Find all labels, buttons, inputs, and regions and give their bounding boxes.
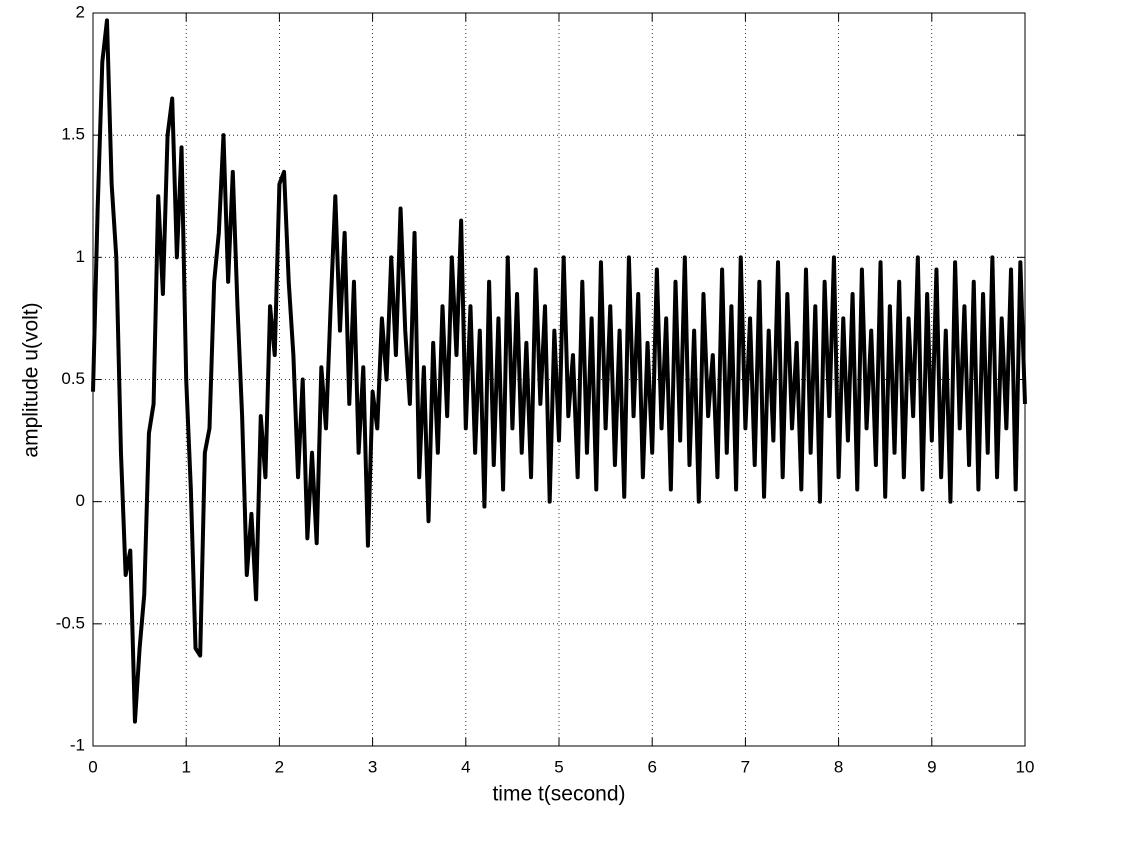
x-tick-label: 9 <box>927 757 936 776</box>
y-tick-label: 0 <box>76 491 85 510</box>
x-tick-label: 0 <box>88 757 97 776</box>
y-tick-label: 1 <box>76 247 85 266</box>
y-tick-label: 1.5 <box>61 125 85 144</box>
y-tick-label: 2 <box>76 2 85 21</box>
y-tick-label: -0.5 <box>56 613 85 632</box>
y-tick-label: 0.5 <box>61 369 85 388</box>
plot-frame <box>92 12 1026 747</box>
x-axis-label: time t(second) <box>492 783 625 806</box>
x-tick-label: 10 <box>1016 757 1035 776</box>
x-tick-label: 6 <box>647 757 656 776</box>
x-tick-label: 2 <box>275 757 284 776</box>
y-axis-label: amplitude u(volt) <box>20 302 43 457</box>
x-tick-label: 7 <box>741 757 750 776</box>
y-tick-label: -1 <box>70 735 85 754</box>
x-tick-label: 1 <box>181 757 190 776</box>
x-tick-label: 4 <box>461 757 470 776</box>
x-tick-label: 5 <box>554 757 563 776</box>
x-tick-label: 3 <box>368 757 377 776</box>
x-tick-label: 8 <box>834 757 843 776</box>
signal-line <box>91 18 1027 724</box>
